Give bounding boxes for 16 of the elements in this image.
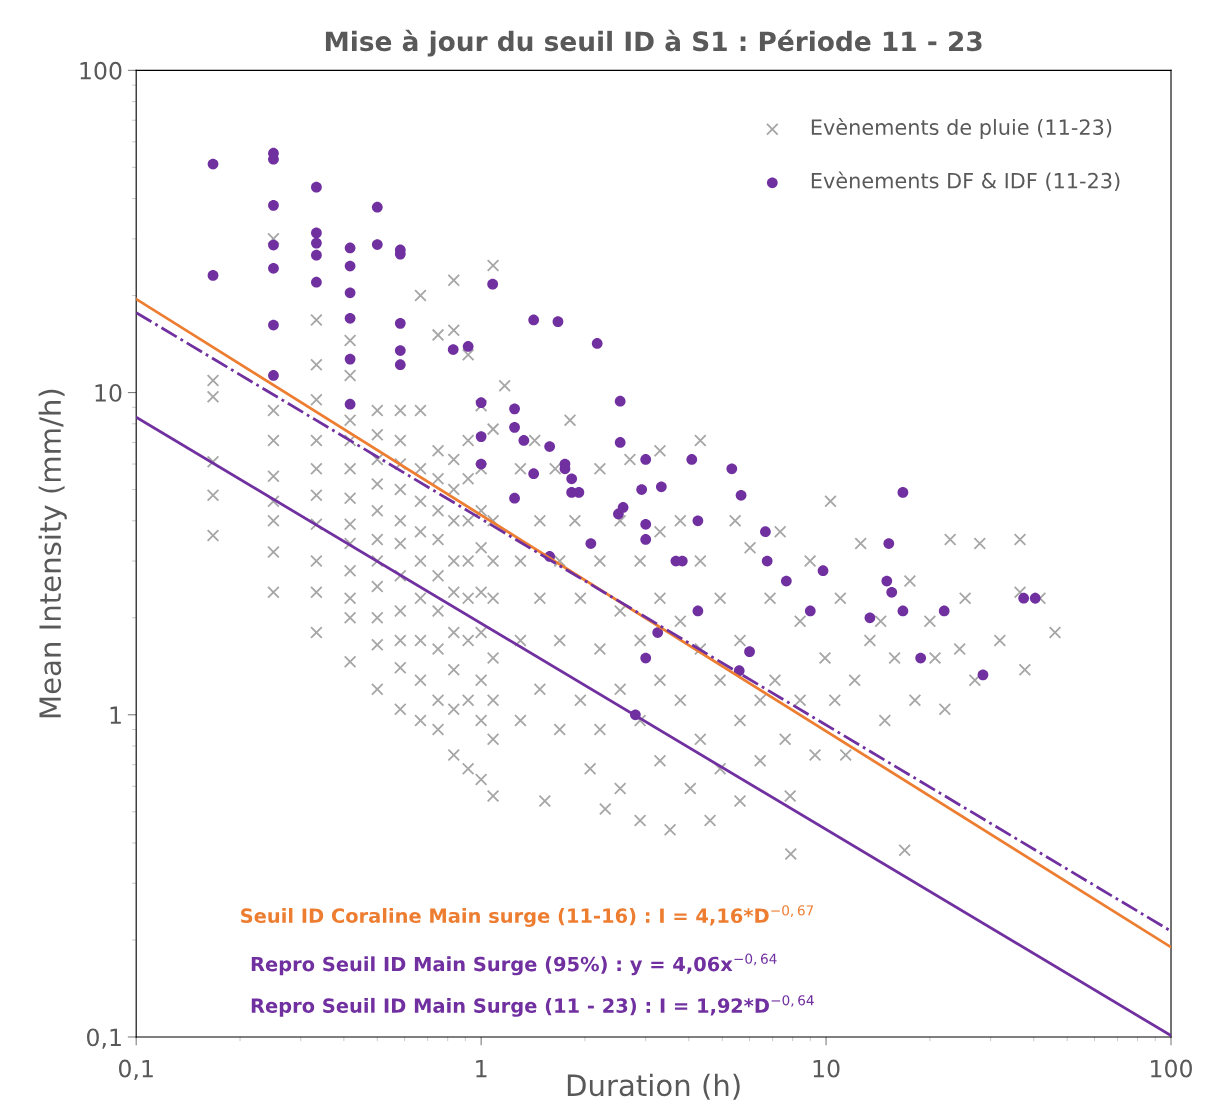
annotation: Repro Seuil ID Main Surge (95%) : y = 4,06x$^{−0,64}$ [251, 953, 777, 976]
legend-label: Evènements DF & IDF (11-23) [811, 171, 1120, 191]
x-axis-title: Duration (h) [567, 1073, 740, 1100]
y-tick-label: 1 [110, 706, 121, 724]
y-axis-title: Mean Intensity (mm/h) [38, 389, 67, 718]
legend-label: Evènements de pluie (11-23) [811, 118, 1112, 140]
x-tick-label: 100 [1151, 1059, 1192, 1078]
y-tick-label: 100 [80, 61, 122, 80]
annotation: Seuil ID Coraline Main surge (11-16) : I = 4,16*D$^{−0,67}$ [241, 905, 814, 927]
y-tick-label: 0,1 [87, 1028, 121, 1049]
x-tick-label: 10 [813, 1059, 840, 1078]
y-tick-label: 10 [95, 384, 122, 402]
chart-title: Mise à jour du seuil ID à S1 : Période 11 - 23 [325, 29, 982, 57]
x-tick-label: 0,1 [118, 1059, 153, 1080]
annotation: Repro Seuil ID Main Surge (11 - 23) : I = 1,92*D$^{−0,64}$ [251, 995, 814, 1017]
x-tick-label: 1 [476, 1059, 487, 1078]
